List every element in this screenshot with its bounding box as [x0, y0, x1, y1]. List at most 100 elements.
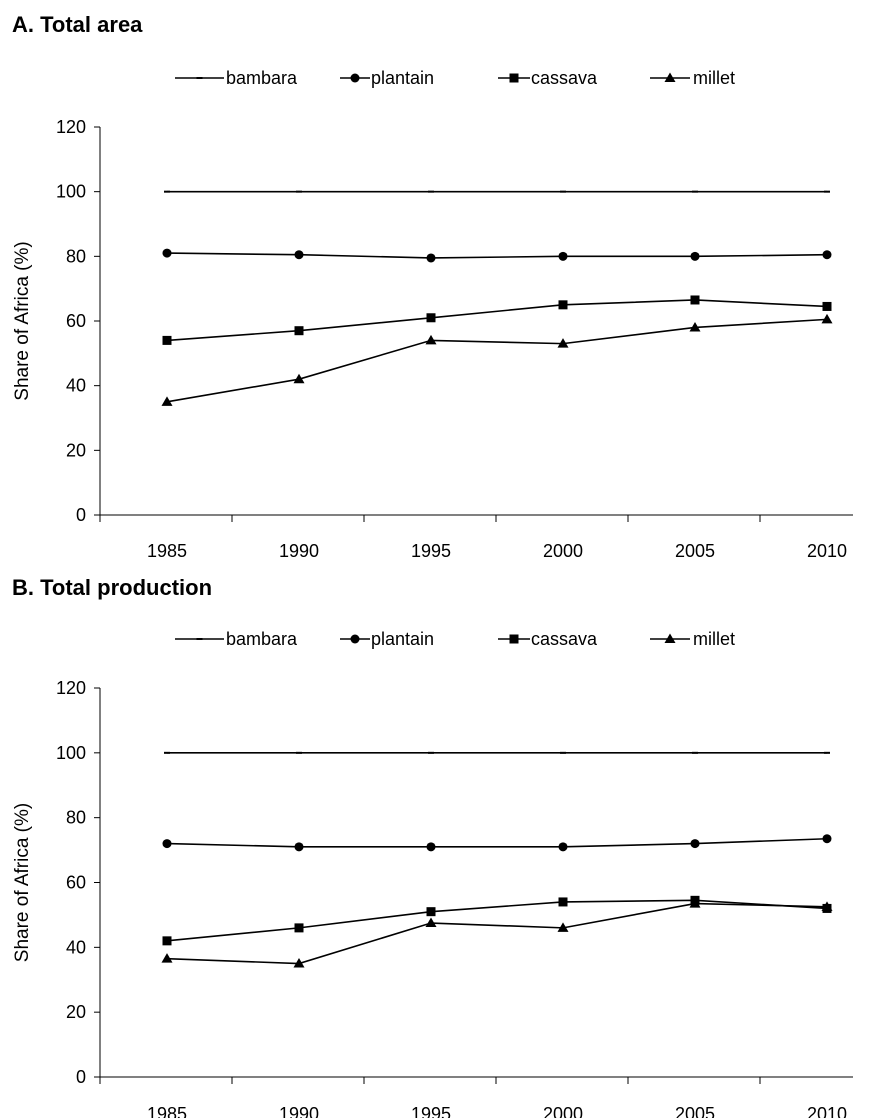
x-tick-label: 2005: [675, 541, 715, 561]
data-point: [294, 842, 304, 852]
chart-b-series-plantain: [162, 834, 832, 852]
series-line: [166, 252, 828, 259]
legend-label: bambara: [226, 629, 298, 649]
chart-a-y-axis-title: Share of Africa (%): [12, 241, 33, 400]
chart-b-series-millet: [161, 898, 833, 968]
legend-marker: [509, 634, 519, 644]
chart-b-legend-item-bambara: bambara: [175, 629, 298, 649]
x-tick-label: 1985: [147, 1104, 187, 1118]
data-point: [822, 250, 832, 260]
series-line: [166, 902, 828, 965]
x-tick-label: 1985: [147, 541, 187, 561]
data-point: [558, 300, 568, 310]
legend-label: millet: [693, 629, 735, 649]
y-tick-label: 20: [66, 1002, 86, 1022]
chart-b-legend-item-millet: millet: [650, 629, 735, 649]
y-tick-label: 120: [56, 117, 86, 137]
data-point: [293, 958, 305, 968]
data-point: [690, 251, 700, 261]
legend-label: plantain: [371, 68, 434, 88]
chart-a-legend-item-bambara: bambara: [175, 68, 298, 88]
chart-a-legend-item-millet: millet: [650, 68, 735, 88]
data-point: [294, 326, 304, 336]
data-point: [162, 839, 172, 849]
legend-marker: [509, 73, 519, 83]
y-tick-label: 100: [56, 182, 86, 202]
chart-a-title: A. Total area: [12, 12, 143, 37]
y-tick-label: 60: [66, 311, 86, 331]
legend-label: cassava: [531, 629, 598, 649]
x-tick-label: 2000: [543, 1104, 583, 1118]
chart-a-series-cassava: [162, 295, 832, 345]
legend-label: bambara: [226, 68, 298, 88]
data-point: [558, 251, 568, 261]
data-point: [689, 898, 701, 908]
chart-b-legend-item-plantain: plantain: [340, 629, 434, 649]
x-tick-label: 2005: [675, 1104, 715, 1118]
data-point: [162, 248, 172, 258]
chart-b-series-cassava: [162, 895, 832, 946]
series-line: [166, 318, 828, 403]
data-point: [161, 396, 173, 406]
data-point: [161, 953, 173, 963]
data-point: [822, 834, 832, 844]
data-point: [557, 338, 569, 348]
legend-marker: [664, 72, 676, 82]
legend-label: cassava: [531, 68, 598, 88]
y-tick-label: 40: [66, 937, 86, 957]
chart-b-title: B. Total production: [12, 575, 213, 600]
data-point: [426, 907, 436, 917]
data-point: [822, 301, 832, 311]
y-tick-label: 100: [56, 743, 86, 763]
data-point: [425, 917, 437, 928]
chart-a-series-millet: [161, 313, 833, 406]
y-tick-label: 80: [66, 808, 86, 828]
data-point: [690, 839, 700, 849]
data-point: [162, 335, 172, 345]
y-tick-label: 20: [66, 440, 86, 460]
y-tick-label: 0: [76, 505, 86, 525]
data-point: [690, 295, 700, 305]
y-tick-label: 120: [56, 678, 86, 698]
data-point: [294, 923, 304, 933]
series-line: [166, 837, 828, 848]
legend-marker: [664, 633, 676, 643]
chart-b-total-production: bambara plantain cassava millet 0 20 40 60 80 100…: [12, 629, 853, 1118]
chart-b-legend-item-cassava: cassava: [498, 629, 598, 649]
data-point: [821, 313, 833, 324]
y-tick-label: 40: [66, 376, 86, 396]
data-point: [558, 897, 568, 907]
data-point: [426, 313, 436, 323]
x-tick-label: 2010: [807, 1104, 847, 1118]
data-point: [558, 842, 568, 852]
data-point: [557, 922, 569, 932]
data-point: [821, 901, 833, 911]
series-line: [166, 899, 828, 942]
data-point: [425, 334, 437, 345]
x-tick-label: 1995: [411, 541, 451, 561]
y-tick-label: 0: [76, 1067, 86, 1087]
legend-marker: [350, 73, 360, 83]
legend-label: plantain: [371, 629, 434, 649]
chart-a-legend-item-cassava: cassava: [498, 68, 598, 88]
chart-a-legend-item-plantain: plantain: [340, 68, 434, 88]
data-point: [293, 373, 305, 384]
y-tick-label: 80: [66, 246, 86, 266]
series-line: [166, 299, 828, 342]
data-point: [294, 250, 304, 260]
chart-b-y-axis-title: Share of Africa (%): [12, 803, 33, 962]
legend-label: millet: [693, 68, 735, 88]
chart-a-series-plantain: [162, 248, 832, 263]
data-point: [689, 321, 701, 332]
x-tick-label: 1995: [411, 1104, 451, 1118]
x-tick-label: 1990: [279, 1104, 319, 1118]
data-point: [426, 842, 436, 852]
legend-marker: [350, 634, 360, 644]
x-tick-label: 1990: [279, 541, 319, 561]
x-tick-label: 2010: [807, 541, 847, 561]
data-point: [162, 936, 172, 946]
chart-a-total-area: bambara plantain cassava millet 0 20 40 60 80 100…: [12, 68, 853, 561]
data-point: [426, 253, 436, 263]
y-tick-label: 60: [66, 873, 86, 893]
x-tick-label: 2000: [543, 541, 583, 561]
